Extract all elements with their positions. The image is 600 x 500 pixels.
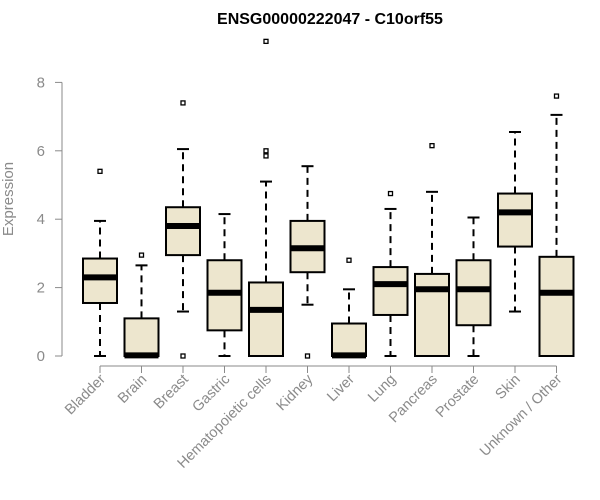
outlier-point xyxy=(180,100,186,106)
outlier-point xyxy=(346,257,352,263)
box-iqr xyxy=(165,206,201,257)
box-iqr xyxy=(82,257,118,304)
outlier-point xyxy=(387,190,394,197)
box-pancreas xyxy=(414,143,450,358)
x-tick-label: Brain xyxy=(115,372,150,407)
box-iqr xyxy=(414,272,450,358)
x-tick-label: Kidney xyxy=(274,371,317,414)
box-liver xyxy=(331,257,367,359)
y-tick-label: 6 xyxy=(37,143,45,160)
x-tick-label: Lung xyxy=(365,372,399,406)
x-tick-label: Breast xyxy=(151,372,192,413)
box-hematopoietic-cells xyxy=(248,38,284,357)
box-iqr xyxy=(331,322,367,358)
outlier-point xyxy=(97,168,103,174)
chart-title: ENSG00000222047 - C10orf55 xyxy=(217,11,443,28)
box-skin xyxy=(497,130,533,313)
x-tick-label: Skin xyxy=(493,372,524,403)
box-brain xyxy=(123,252,160,359)
outlier-point xyxy=(304,353,311,359)
outlier-point xyxy=(263,153,269,159)
box-kidney xyxy=(289,165,326,359)
y-tick-label: 2 xyxy=(37,280,45,297)
outlier-point xyxy=(263,148,269,154)
box-iqr xyxy=(455,259,492,327)
outlier-point xyxy=(553,93,560,99)
box-lung xyxy=(372,190,409,357)
x-tick-label: Bladder xyxy=(62,371,109,418)
outlier-point xyxy=(138,252,145,258)
box-bladder xyxy=(82,168,118,357)
box-iqr xyxy=(123,317,160,358)
y-tick-label: 4 xyxy=(37,211,45,228)
box-gastric xyxy=(206,213,243,357)
y-tick-label: 0 xyxy=(37,348,45,365)
box-iqr xyxy=(248,281,284,357)
x-tick-label: Prostate xyxy=(433,372,482,421)
y-axis-label: Expression xyxy=(0,162,17,236)
box-iqr xyxy=(497,192,533,248)
box-iqr xyxy=(538,255,575,358)
y-tick-label: 8 xyxy=(37,74,45,91)
x-tick-label: Liver xyxy=(324,371,358,405)
boxes-group xyxy=(82,38,575,359)
outlier-point xyxy=(180,353,186,359)
outlier-point xyxy=(263,38,269,45)
box-prostate xyxy=(455,216,492,357)
box-unknown-other xyxy=(538,93,575,358)
outlier-point xyxy=(429,143,435,149)
box-iqr xyxy=(372,266,409,316)
y-axis: 0 2 4 6 8 xyxy=(37,74,63,365)
box-breast xyxy=(165,100,201,359)
